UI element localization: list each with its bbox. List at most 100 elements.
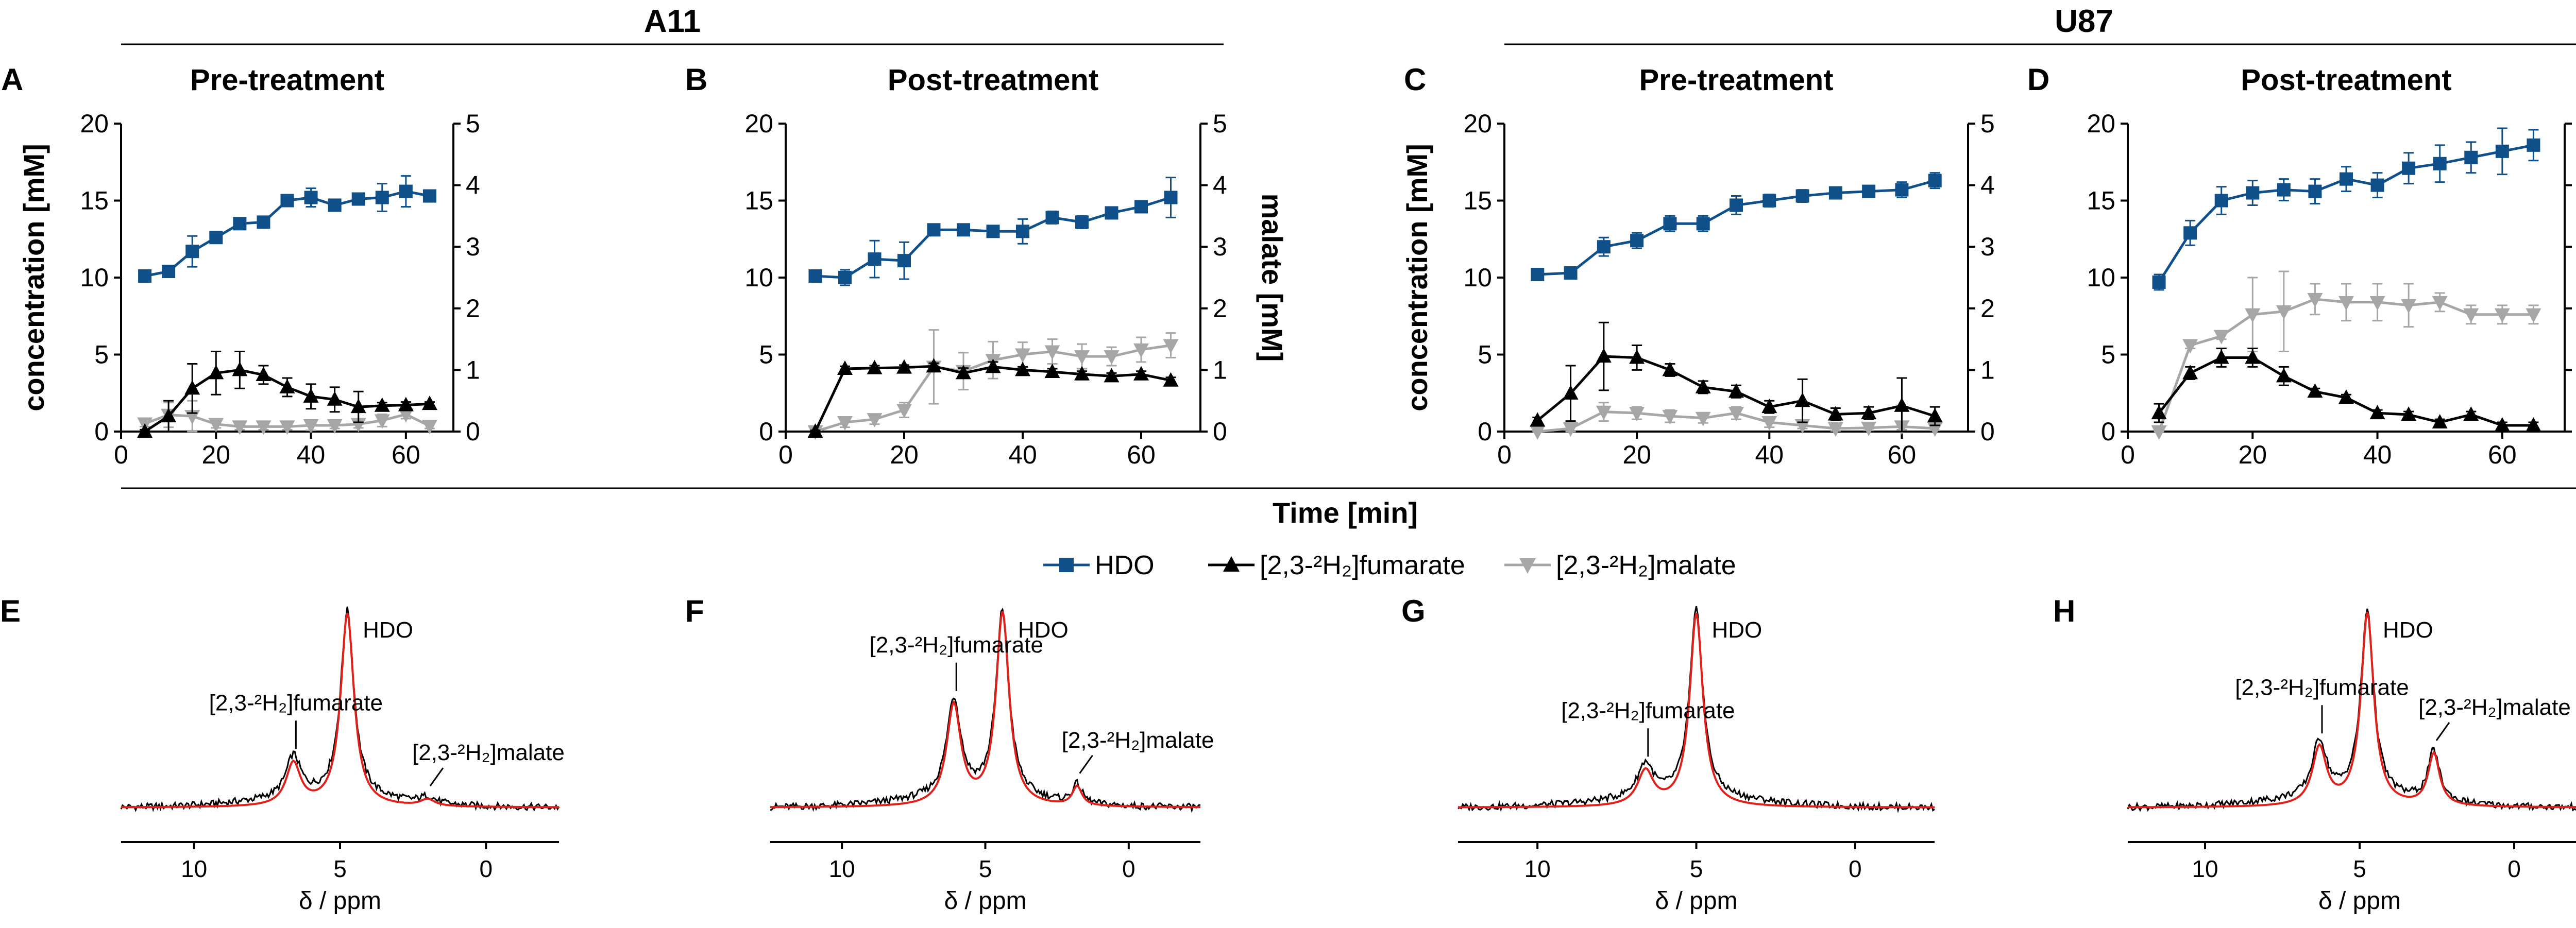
data-point (1728, 407, 1744, 422)
data-point (1596, 405, 1612, 420)
data-point (2340, 172, 2353, 186)
legend-label-fumarate: [2,3-²H₂]fumarate (1260, 551, 1465, 580)
data-point (257, 215, 270, 229)
data-point (162, 265, 176, 279)
y2-tick-label: 5 (466, 109, 480, 138)
data-point (2338, 389, 2354, 404)
y-tick-label: 20 (1463, 109, 1492, 138)
y2-tick-label: 4 (466, 171, 480, 200)
y2-tick-label: 1 (1980, 355, 1995, 384)
data-point (1629, 349, 1645, 364)
spectrum-fit (2128, 612, 2576, 809)
data-point (1695, 411, 1711, 426)
data-point (138, 269, 152, 283)
chart-panel-b: B Post-treatment 0 5 10 15 20 0 1 2 3 4 5 0 20 40 60 mala… (685, 62, 1289, 469)
data-point (2307, 293, 2323, 307)
ppm-tick-label: 5 (2353, 855, 2366, 882)
data-point (2495, 144, 2509, 158)
data-point (232, 420, 248, 435)
y2-tick-label: 1 (466, 355, 480, 384)
data-point (1133, 343, 1149, 358)
label-hdo: HDO (1712, 617, 1762, 643)
y-tick-label: 10 (2087, 263, 2115, 292)
y2-tick-label: 0 (1213, 417, 1227, 446)
data-point (867, 359, 883, 374)
data-point (2338, 296, 2354, 311)
data-point (1564, 266, 1578, 280)
data-point (374, 397, 390, 412)
data-point (232, 362, 248, 376)
data-point (209, 231, 223, 245)
x-tick-label: 20 (1622, 440, 1651, 469)
panel-letter: F (685, 594, 704, 628)
series-malate (2151, 270, 2541, 440)
data-point (2432, 414, 2448, 429)
data-point (256, 420, 272, 435)
group-label-u87: U87 (2055, 4, 2113, 39)
data-point (1531, 268, 1545, 282)
legend-label-hdo: HDO (1095, 551, 1155, 580)
y-tick-label: 0 (1478, 417, 1492, 446)
ppm-axis-label: δ / ppm (299, 887, 381, 915)
data-point (2151, 425, 2167, 440)
x-tick-label: 60 (1127, 440, 1156, 469)
data-point (2369, 296, 2385, 311)
data-point (185, 245, 199, 259)
data-point (2151, 405, 2167, 420)
data-point (808, 269, 822, 283)
data-point (2245, 308, 2261, 323)
data-point (1794, 392, 1810, 407)
data-point (896, 404, 912, 419)
series-malate (1530, 402, 1943, 440)
series-hdo (808, 177, 1178, 286)
ppm-tick-label: 10 (829, 855, 855, 882)
data-point (926, 358, 942, 373)
data-point (208, 365, 224, 380)
y-tick-label: 15 (80, 186, 109, 215)
data-point (303, 388, 319, 403)
data-point (2463, 308, 2479, 323)
chart-panel-c: C Pre-treatment 0 5 10 15 20 0 1 2 3 4 5 0 20 40 60 conce… (1401, 62, 1995, 469)
x-tick-label: 40 (1008, 440, 1037, 469)
data-point (2527, 138, 2540, 152)
y2-tick-label: 4 (1980, 171, 1995, 200)
spectrum-fit (1458, 613, 1935, 809)
data-point (1044, 345, 1060, 360)
y-axis-label: concentration [mM] (18, 144, 50, 411)
label-malate: [2,3-²H₂]malate (412, 740, 565, 765)
data-point (351, 192, 365, 206)
legend-item-hdo: HDO (1043, 551, 1155, 580)
ppm-tick-label: 0 (1122, 855, 1136, 882)
data-point (1662, 410, 1678, 425)
data-point (1730, 198, 1743, 212)
ppm-tick-label: 0 (1849, 855, 1862, 882)
data-point (328, 198, 342, 212)
data-point (2183, 226, 2197, 240)
data-point (1133, 366, 1149, 381)
data-point (2401, 406, 2417, 421)
y2-axis-label: malate [mM] (1256, 194, 1289, 362)
data-point (161, 408, 177, 423)
series-fumarate (1530, 321, 1943, 433)
legend: HDO [2,3-²H₂]fumarate [2,3-²H₂]malate (1043, 551, 1736, 580)
label-fumarate: [2,3-²H₂]fumarate (870, 632, 1043, 658)
data-point (1728, 383, 1744, 398)
series-fumarate (807, 358, 1179, 438)
data-point (1563, 385, 1579, 400)
y2-tick-label: 5 (1213, 109, 1227, 138)
spectrum-panel-e: E 10 5 0 δ / ppm HDO [2,3-²H₂]fumarate [2,3-²H₂… (0, 594, 565, 915)
y-tick-label: 5 (1478, 340, 1492, 369)
y-tick-label: 0 (2101, 417, 2115, 446)
data-point (399, 184, 413, 198)
data-point (2214, 194, 2228, 208)
ppm-tick-label: 10 (1524, 855, 1551, 882)
data-point (350, 399, 366, 414)
data-point (1016, 225, 1029, 238)
label-hdo: HDO (2383, 617, 2433, 643)
data-point (2494, 308, 2510, 323)
data-point (1074, 366, 1090, 381)
data-point (1045, 211, 1059, 225)
data-point (957, 223, 970, 237)
y-tick-label: 10 (744, 263, 773, 292)
panel-letter: A (1, 62, 23, 97)
